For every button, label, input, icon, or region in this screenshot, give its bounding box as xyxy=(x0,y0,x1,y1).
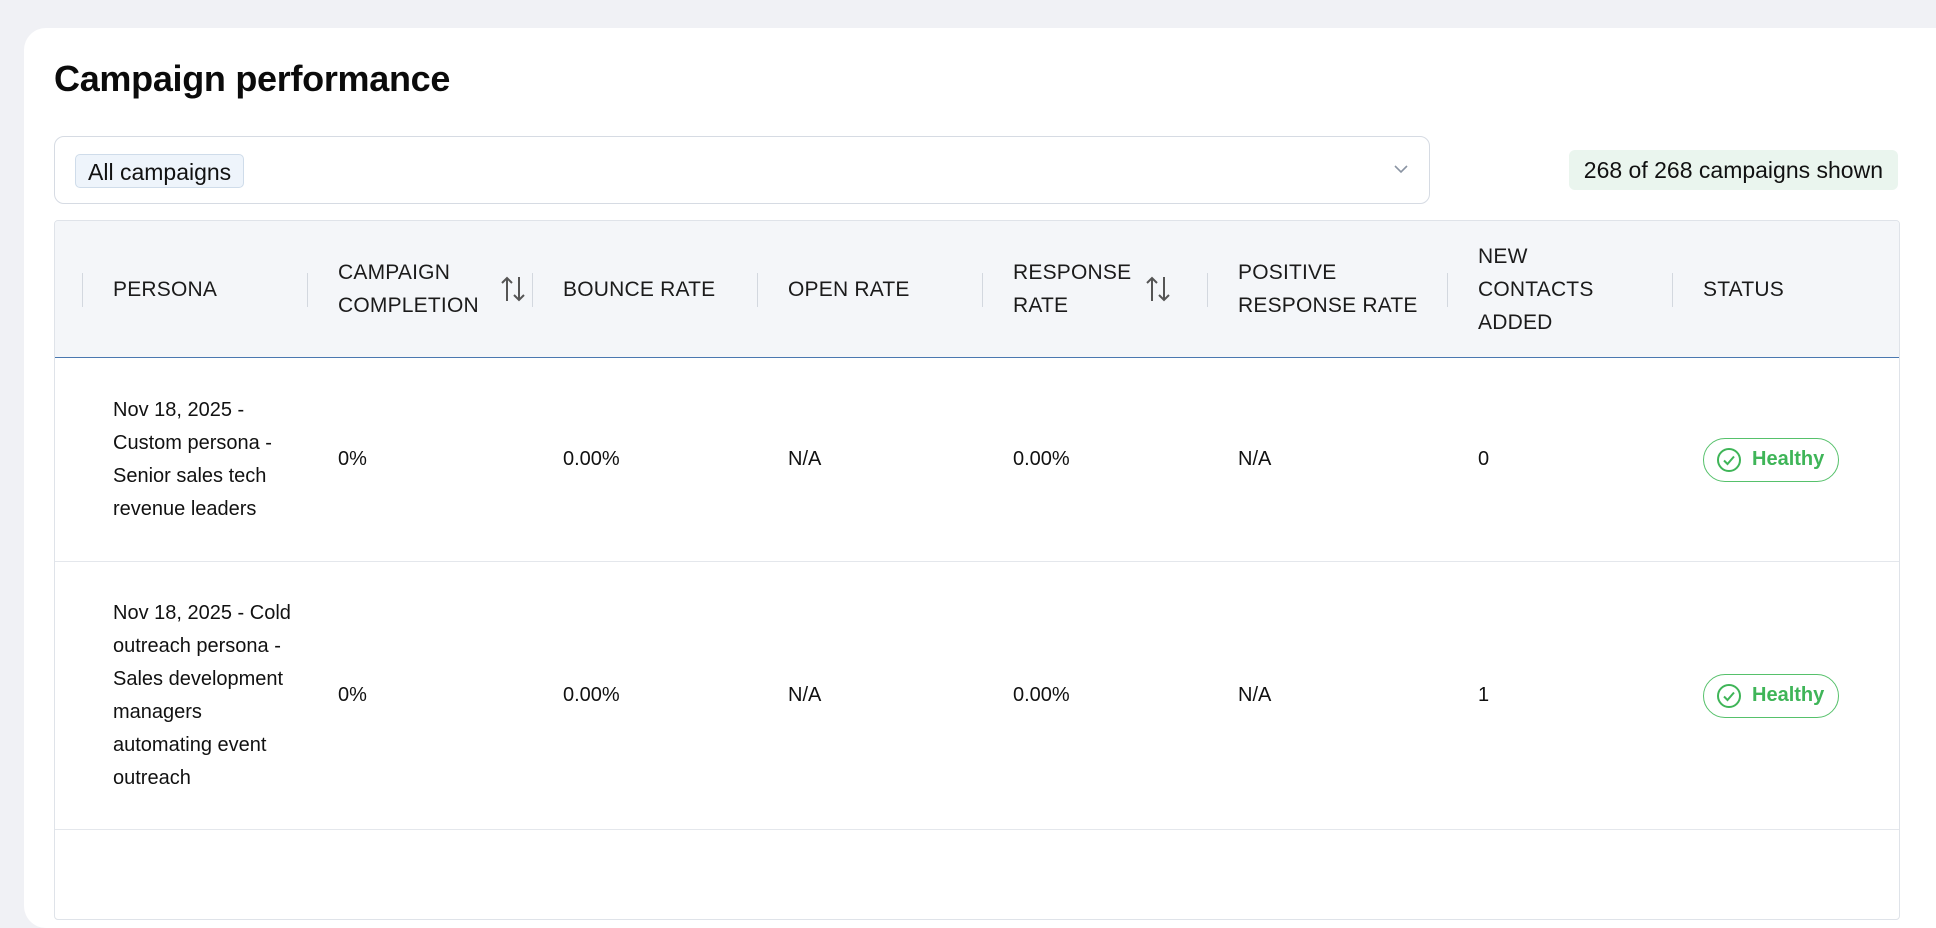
persona-cell: Nov 18, 2025 - Cold outreach persona - S… xyxy=(113,562,295,829)
column-header-contacts: New Contacts Added xyxy=(1478,221,1618,357)
page-title: Campaign performance xyxy=(54,58,451,99)
positive-response-rate-cell: N/A xyxy=(1238,684,1272,706)
completion-cell: 0% xyxy=(338,448,367,470)
column-label: Persona xyxy=(113,277,218,301)
column-separator xyxy=(307,273,308,307)
column-header-bounce: Bounce Rate xyxy=(563,221,763,357)
sort-icon[interactable] xyxy=(500,274,526,304)
new-contacts-cell: 0 xyxy=(1478,448,1490,470)
campaign-count-badge: 268 of 268 campaigns shown xyxy=(1568,150,1898,190)
column-header-completion[interactable]: Campaign Completion xyxy=(338,221,526,357)
check-circle-icon xyxy=(1717,683,1741,708)
campaign-filter-select[interactable]: All campaigns xyxy=(54,136,1430,204)
response-rate-cell: 0.00% xyxy=(1013,684,1070,706)
column-label: Open Rate xyxy=(788,277,910,301)
column-header-response[interactable]: Response Rate xyxy=(1013,221,1171,357)
column-separator xyxy=(532,273,533,307)
open-rate-cell: N/A xyxy=(788,684,822,706)
status-cell: Healthy xyxy=(1703,562,1840,829)
response-rate-cell: 0.00% xyxy=(1013,448,1070,470)
open-rate-cell: N/A xyxy=(788,448,822,470)
persona-text[interactable]: Nov 18, 2025 - Cold outreach persona - S… xyxy=(113,601,291,789)
chevron-down-icon[interactable] xyxy=(1393,161,1409,177)
bounce-rate-cell: 0.00% xyxy=(563,684,620,706)
column-label: Status xyxy=(1703,277,1784,301)
campaign-table: Persona Campaign Completion Bounce Rate … xyxy=(54,220,1900,920)
column-label: New Contacts Added xyxy=(1478,244,1594,334)
status-badge: Healthy xyxy=(1703,673,1840,718)
sort-icon[interactable] xyxy=(1145,274,1171,304)
column-separator xyxy=(1672,273,1673,307)
persona-text[interactable]: Nov 18, 2025 - Custom persona - Senior s… xyxy=(113,398,272,520)
bounce-rate-cell: 0.00% xyxy=(563,448,620,470)
column-label: Campaign Completion xyxy=(338,261,479,317)
column-separator xyxy=(82,273,83,307)
status-cell: Healthy xyxy=(1703,358,1840,561)
selected-campaign-chip[interactable]: All campaigns xyxy=(75,154,245,188)
table-row[interactable]: Nov 18, 2025 - Custom persona - Senior s… xyxy=(55,358,1899,562)
status-label: Healthy xyxy=(1752,448,1825,470)
column-separator xyxy=(982,273,983,307)
column-header-positive: Positive Response Rate xyxy=(1238,221,1428,357)
column-header-status: Status xyxy=(1703,221,1853,357)
positive-response-rate-cell: N/A xyxy=(1238,448,1272,470)
table-header: Persona Campaign Completion Bounce Rate … xyxy=(55,221,1899,358)
column-separator xyxy=(1447,273,1448,307)
status-badge: Healthy xyxy=(1703,437,1840,482)
column-header-persona: Persona xyxy=(113,221,263,357)
completion-cell: 0% xyxy=(338,684,367,706)
persona-cell: Nov 18, 2025 - Custom persona - Senior s… xyxy=(113,358,295,561)
column-label: Response Rate xyxy=(1013,261,1132,317)
column-label: Positive Response Rate xyxy=(1238,261,1418,317)
table-row[interactable]: Nov 18, 2025 - Cold outreach persona - S… xyxy=(55,562,1899,830)
new-contacts-cell: 1 xyxy=(1478,684,1490,706)
column-header-open: Open Rate xyxy=(788,221,978,357)
check-circle-icon xyxy=(1717,447,1741,472)
column-separator xyxy=(757,273,758,307)
status-label: Healthy xyxy=(1752,684,1825,706)
column-label: Bounce Rate xyxy=(563,277,716,301)
column-separator xyxy=(1207,273,1208,307)
